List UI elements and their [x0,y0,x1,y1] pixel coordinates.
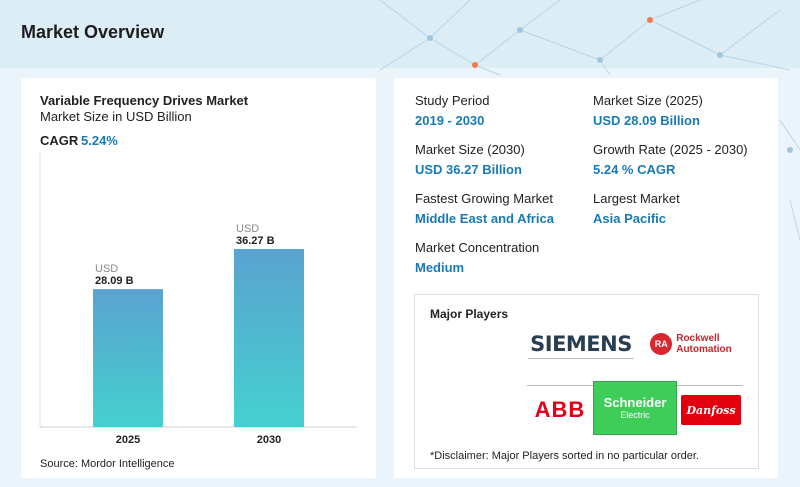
stat-label: Growth Rate (2025 - 2030) [593,142,748,157]
chart-card: Variable Frequency Drives Market Market … [21,78,376,478]
stat-value: 5.24 % CAGR [593,162,676,177]
rockwell-badge-icon: RA [650,333,673,355]
stat-label: Largest Market [593,191,680,206]
bar-unit-label: USD [236,223,259,235]
logo-divider [527,385,593,386]
bar-value-label: 28.09 B [95,275,134,287]
x-tick-label: 2030 [257,434,281,446]
bar-value-label: 36.27 B [236,235,275,247]
stat-label: Fastest Growing Market [415,191,553,206]
major-players-title: Major Players [430,307,509,321]
stat-value: 2019 - 2030 [415,113,485,128]
schneider-line2: Electric [620,410,650,420]
schneider-electric-logo: Schneider Electric [593,381,677,435]
cagr-value: 5.24% [81,133,118,148]
players-disclaimer: *Disclaimer: Major Players sorted in no … [430,450,699,462]
stat-market-concentration: Market Concentration Medium [415,240,539,275]
chart-subtitle: Market Size in USD Billion [40,109,192,124]
bar-2030 [234,249,304,427]
rockwell-line1: Rockwell [676,333,720,344]
stat-value: Asia Pacific [593,211,666,226]
stat-value: Medium [415,260,465,275]
stat-market-size-2030: Market Size (2030) USD 36.27 Billion [415,142,525,177]
page-title: Market Overview [21,22,165,42]
stat-fastest-growing: Fastest Growing Market Middle East and A… [415,191,554,226]
stat-value: USD 28.09 Billion [593,113,700,128]
siemens-logo: SIEMENS [528,329,634,359]
major-players-box: Major Players SIEMENS RA Rockwell Automa… [414,294,759,469]
stat-study-period: Study Period 2019 - 2030 [415,93,489,128]
stat-value: USD 36.27 Billion [415,162,522,177]
bar-2025 [93,289,163,427]
stat-label: Market Size (2025) [593,93,703,108]
schneider-line1: Schneider [603,395,667,410]
stat-growth-rate: Growth Rate (2025 - 2030) 5.24 % CAGR [593,142,748,177]
rockwell-wordmark: Rockwell Automation [676,333,732,355]
stat-label: Market Size (2030) [415,142,525,157]
stat-label: Study Period [415,93,490,108]
danfoss-logo: Danfoss [681,395,741,425]
stat-largest-market: Largest Market Asia Pacific [593,191,680,226]
stat-value: Middle East and Africa [415,211,554,226]
logo-divider [677,385,743,386]
chart-title: Variable Frequency Drives Market [40,93,249,108]
stat-market-size-2025: Market Size (2025) USD 28.09 Billion [593,93,703,128]
rockwell-automation-logo: RA Rockwell Automation [637,329,745,359]
chart-source: Source: Mordor Intelligence [40,458,175,470]
x-tick-label: 2025 [116,434,140,446]
cagr-label: CAGR [40,133,79,148]
rockwell-line2: Automation [676,344,732,355]
bar-unit-label: USD [95,263,118,275]
stat-label: Market Concentration [415,240,540,255]
stats-card: Study Period 2019 - 2030 Market Size (20… [394,78,778,478]
abb-logo: ABB [534,397,586,422]
